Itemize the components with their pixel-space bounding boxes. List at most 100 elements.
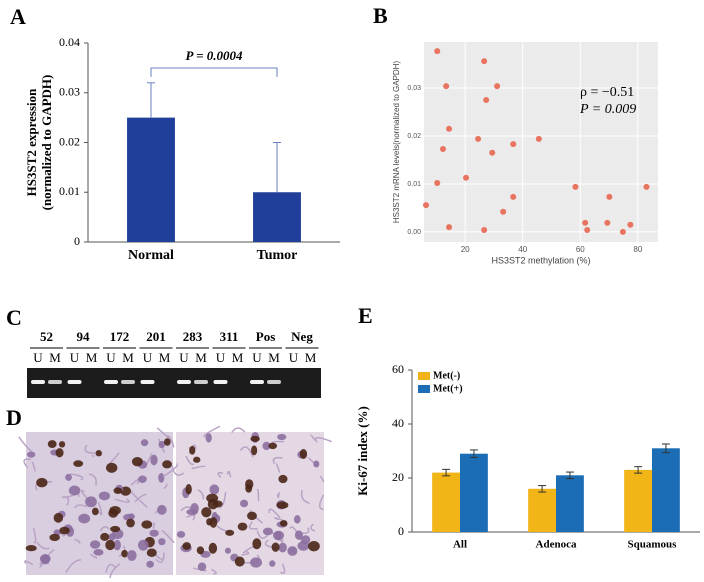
tissue-fiber [203,425,221,438]
lane-label: U [179,350,189,365]
tissue-fiber [268,508,281,519]
nucleus [36,477,48,488]
tissue-fiber [105,563,116,573]
nucleus [176,530,186,538]
gel-band [104,380,118,384]
nucleus [106,462,118,473]
tissue-fiber [280,563,286,574]
tissue-fiber [256,530,269,539]
tissue-fiber [166,434,175,448]
sample-label: 201 [146,329,166,344]
nucleus [59,526,70,535]
lane-label: M [49,350,61,365]
tissue-fiber [314,436,332,443]
nucleus [47,440,57,449]
point [489,149,496,156]
tissue-fiber [36,542,50,550]
lane-label: M [122,350,134,365]
nucleus [40,554,50,565]
tissue-fiber [74,504,88,509]
panel-letter: A [10,4,26,29]
tissue-fiber [211,568,217,575]
x-axis-label: HS3ST2 methylation (%) [491,255,590,265]
tissue-fiber [70,473,84,481]
nucleus [208,542,218,554]
nucleus [158,440,166,449]
nucleus [140,439,149,447]
lane-label: U [70,350,80,365]
nucleus [196,546,205,555]
nucleus [146,548,157,557]
nucleus [301,535,311,545]
tissue-fiber [99,526,110,532]
tissue-fiber [31,461,36,472]
legend-label: Met(+) [433,383,463,394]
point [439,145,446,152]
nucleus [197,562,207,572]
nucleus [65,473,72,481]
nucleus [138,475,147,484]
y-tick-label: 0 [398,524,404,538]
lane-label: U [289,350,299,365]
lane-label: M [268,350,280,365]
lane-label: U [252,350,262,365]
tissue-fiber [24,560,34,566]
x-tick-label: 60 [576,245,585,254]
lane-label: M [159,350,171,365]
x-tick-label: Adenoca [536,539,577,551]
significance-bracket [150,67,278,77]
point [434,48,441,55]
lane-label: U [33,350,43,365]
nucleus [225,529,235,536]
histology-texture [18,425,332,578]
y-tick-label: 0.02 [59,134,80,148]
nucleus [78,513,91,524]
plot-background [424,42,658,242]
nucleus [58,441,66,448]
error-bar [538,485,547,493]
nucleus [278,474,288,484]
sample-label: 283 [183,329,203,344]
nucleus [150,454,158,466]
tissue-fiber [217,471,224,479]
nucleus [251,445,258,456]
point [446,224,453,231]
error-bar [565,471,574,480]
gel-band [267,380,281,384]
point [627,221,634,228]
panel-letter: E [358,303,373,328]
nucleus [53,512,64,523]
point [643,183,650,190]
error-bar [147,82,155,118]
x-tick-label: 40 [518,245,527,254]
lane-label: M [232,350,244,365]
nucleus [250,435,260,442]
tissue-fiber [130,491,148,508]
tissue-fiber [161,529,175,544]
x-tick-label: Tumor [257,248,298,263]
nucleus [26,451,36,458]
nucleus [269,560,276,567]
y-axis-label: (normalized to GAPDH) [39,75,54,211]
sample-label: Pos [256,329,276,344]
nucleus [250,557,262,568]
nucleus [91,507,99,516]
nucleus [110,525,121,533]
legend-swatch [418,385,430,393]
bar [127,117,175,242]
nucleus [207,499,219,510]
annotation: P = 0.009 [579,102,636,117]
nucleus [25,545,37,552]
nucleus [287,546,298,556]
nucleus [182,542,191,551]
sample-label: 311 [220,329,239,344]
tissue-fiber [185,455,195,466]
nucleus [262,441,271,451]
nucleus [113,539,121,551]
nucleus [108,508,119,518]
sample-label: 52 [40,329,53,344]
nucleus [209,517,218,528]
sample-label: 172 [110,329,130,344]
error-bar [634,466,643,474]
tissue-fiber [310,434,316,441]
